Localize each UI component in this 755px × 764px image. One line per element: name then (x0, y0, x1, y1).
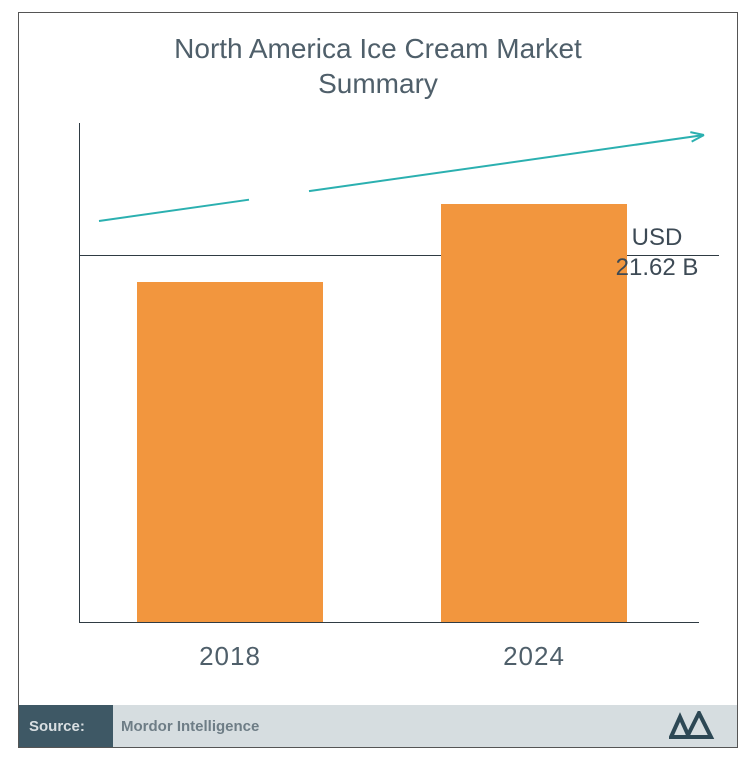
x-label-2024: 2024 (441, 641, 627, 672)
title-line2: Summary (318, 68, 438, 99)
source-value-text: Mordor Intelligence (121, 718, 259, 735)
value-label-2024: USD21.62 B (597, 223, 717, 283)
chart-title: North America Ice Cream Market Summary (19, 13, 737, 101)
bar-2018 (137, 282, 323, 622)
x-axis (79, 622, 699, 623)
chart-area: 2018 2024 USD21.62 B (79, 163, 699, 623)
brand-logo-icon (669, 711, 719, 741)
source-label-text: Source: (29, 718, 85, 735)
title-line1: North America Ice Cream Market (174, 33, 582, 64)
source-label: Source: (19, 705, 113, 747)
x-label-2018: 2018 (137, 641, 323, 672)
source-value: Mordor Intelligence (113, 705, 737, 747)
source-bar: Source: Mordor Intelligence (19, 705, 737, 747)
chart-frame: North America Ice Cream Market Summary 2… (18, 12, 738, 748)
